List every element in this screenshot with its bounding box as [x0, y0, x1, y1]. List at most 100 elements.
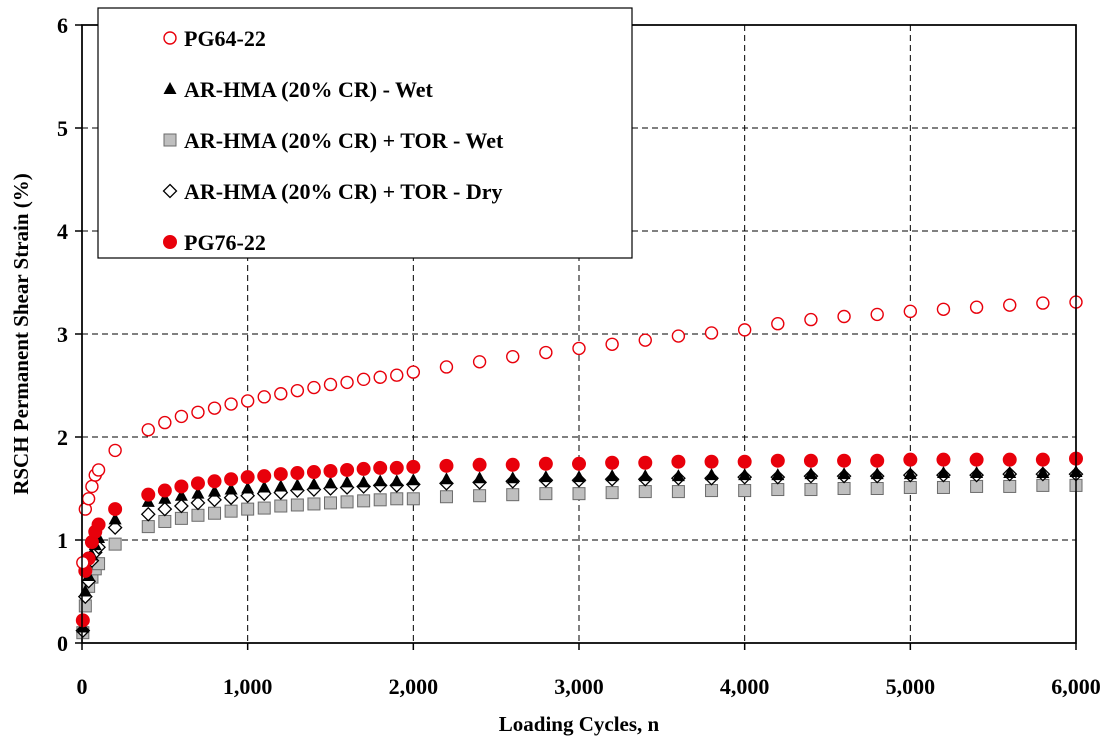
legend-label: AR-HMA (20% CR) - Wet [184, 77, 434, 102]
data-point [638, 469, 652, 482]
data-point [969, 452, 984, 467]
data-point [605, 486, 619, 500]
legend-label: AR-HMA (20% CR) + TOR - Wet [184, 128, 504, 153]
data-point [771, 317, 785, 331]
data-point [737, 323, 752, 337]
data-point [307, 380, 321, 395]
data-point [157, 501, 173, 517]
y-tick-label: 4 [57, 219, 68, 244]
x-tick-label: 5,000 [886, 674, 936, 699]
y-tick-label: 0 [57, 631, 68, 656]
data-point [605, 337, 619, 351]
data-point [1035, 452, 1050, 467]
data-point [605, 455, 620, 470]
legend-item: PG64-22 [163, 26, 266, 51]
data-point [290, 478, 304, 491]
data-point [373, 370, 387, 384]
data-point [771, 468, 785, 481]
data-point [240, 470, 255, 485]
tick-marks [75, 24, 1077, 650]
data-point [224, 472, 239, 487]
data-point [969, 300, 984, 314]
data-point [505, 457, 520, 472]
data-point [356, 461, 371, 476]
legend-marker [163, 31, 177, 45]
data-point [638, 333, 652, 347]
data-point [804, 483, 818, 497]
data-point [936, 466, 950, 479]
data-series [75, 295, 1084, 640]
data-point [638, 455, 653, 470]
legend-marker [162, 183, 178, 199]
legend-item: AR-HMA (20% CR) - Wet [163, 77, 434, 102]
data-point [837, 453, 852, 468]
data-point [174, 479, 189, 494]
data-point [191, 405, 205, 419]
data-point [140, 506, 156, 522]
data-point [390, 492, 404, 506]
data-point [870, 467, 884, 480]
data-point [1036, 296, 1050, 310]
legend-label: PG64-22 [184, 26, 266, 51]
data-point [473, 471, 487, 484]
data-point [804, 312, 818, 327]
x-tick-labels: 0 1,000 2,000 3,000 4,000 5,000 6,000 [77, 674, 1101, 699]
data-point [406, 492, 420, 506]
data-point [257, 469, 272, 484]
data-point [241, 481, 255, 494]
data-point [91, 463, 106, 477]
data-point [108, 537, 122, 551]
data-point [91, 517, 106, 532]
data-point [671, 329, 686, 343]
data-point [274, 499, 288, 513]
data-point [406, 473, 420, 486]
data-point [1003, 466, 1017, 479]
data-point [307, 477, 321, 490]
data-point [85, 479, 99, 494]
data-point [837, 467, 851, 480]
data-point [870, 307, 884, 322]
data-point [473, 489, 487, 503]
data-point [157, 483, 172, 498]
data-point [671, 469, 685, 482]
data-point [572, 341, 586, 356]
y-tick-label: 2 [57, 425, 68, 450]
data-point [638, 485, 652, 499]
data-point [539, 470, 553, 483]
x-tick-label: 6,000 [1051, 674, 1101, 699]
data-point [174, 488, 188, 501]
data-point [173, 498, 189, 514]
legend-label: AR-HMA (20% CR) + TOR - Dry [184, 179, 502, 204]
series-4 [75, 451, 1083, 628]
data-point [357, 494, 371, 508]
data-point [472, 457, 487, 472]
x-tick-label: 2,000 [389, 674, 439, 699]
data-point [770, 453, 785, 468]
data-point [158, 415, 172, 430]
data-point [290, 383, 305, 398]
data-point [141, 487, 156, 502]
data-point [108, 512, 122, 525]
data-point [373, 493, 387, 507]
y-tick-label: 6 [57, 13, 68, 38]
data-point [738, 468, 752, 481]
data-point [705, 468, 719, 481]
data-point [257, 480, 271, 493]
legend-marker [163, 82, 177, 94]
data-point [241, 502, 255, 516]
data-point [324, 476, 337, 489]
data-point [290, 498, 304, 512]
data-point [324, 496, 337, 510]
data-point [903, 480, 917, 494]
data-point [357, 475, 371, 488]
data-point [389, 460, 404, 475]
data-point [340, 475, 354, 488]
data-point [704, 454, 719, 469]
data-point [837, 309, 851, 324]
data-point [274, 479, 288, 492]
data-point [141, 520, 155, 534]
data-point [257, 501, 271, 515]
data-point [108, 502, 123, 517]
y-tick-label: 5 [57, 116, 68, 141]
y-tick-label: 3 [57, 322, 68, 347]
